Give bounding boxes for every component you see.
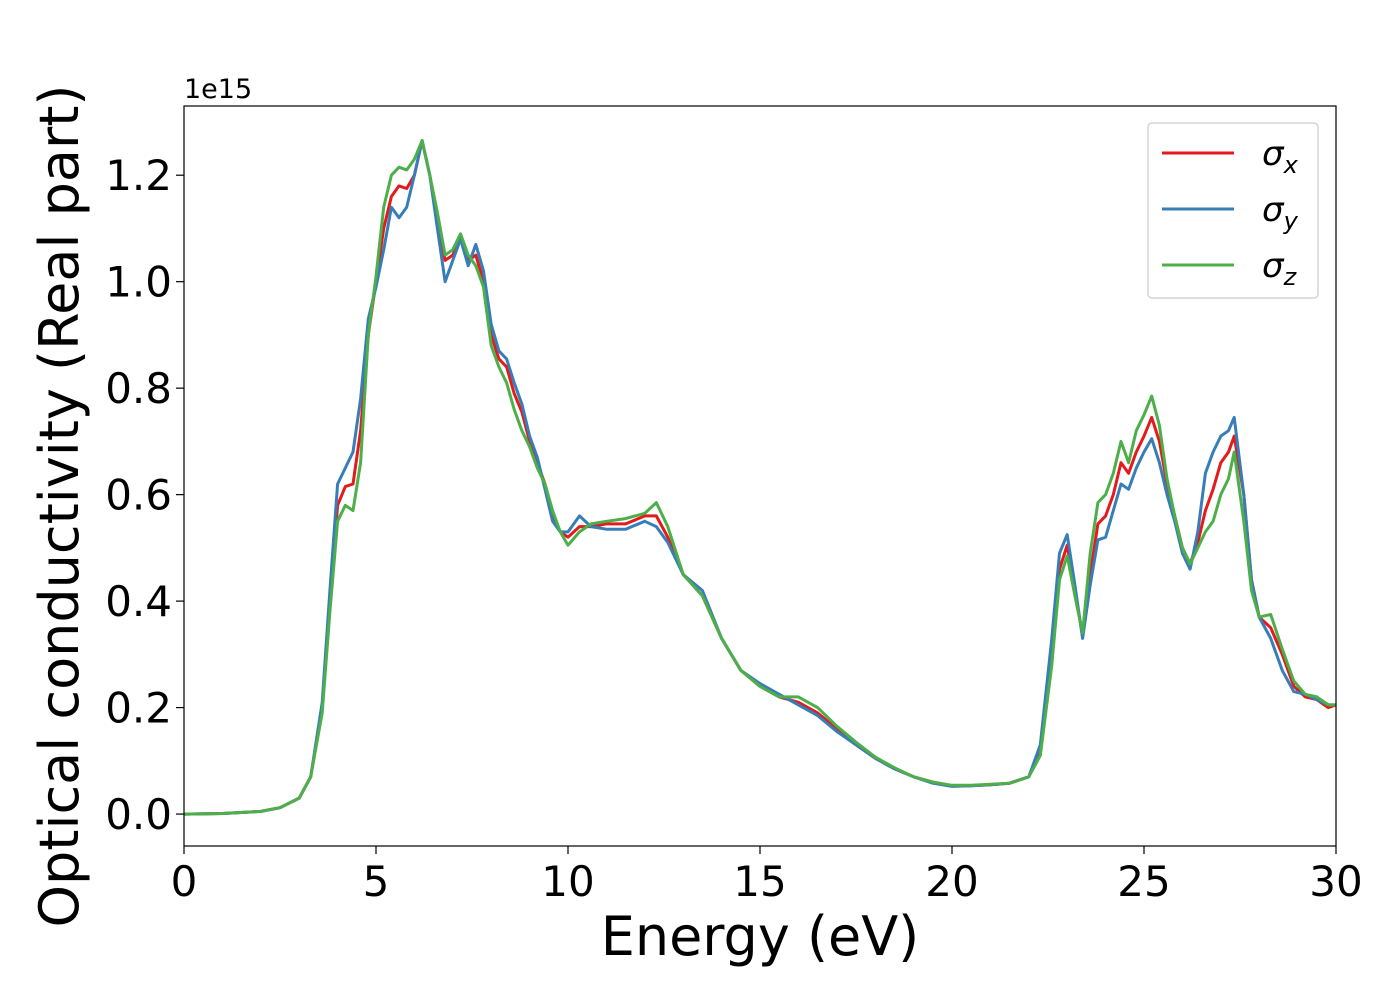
series-line-y xyxy=(184,139,1336,816)
legend-label-y: σy xyxy=(1262,190,1299,235)
legend-label-base: σ xyxy=(1262,134,1285,174)
y-tick-label: 1.0 xyxy=(105,258,172,307)
x-tick-label: 0 xyxy=(171,857,198,906)
y-tick-label: 1.2 xyxy=(105,151,172,200)
y-axis-label: Optical conductivity (Real part) xyxy=(28,85,91,928)
legend-label-subscript: z xyxy=(1283,263,1298,291)
y-tick-label: 0.4 xyxy=(105,577,172,626)
y-tick-label: 0.0 xyxy=(105,790,172,839)
legend-label-z: σz xyxy=(1262,246,1298,291)
x-axis-label: Energy (eV) xyxy=(601,905,920,968)
legend-label-x: σx xyxy=(1262,134,1299,179)
ticks-layer: 0 5 10 15 20 25 30 0.0 0.2 0.4 0.6 0.8 1.0 1.2 xyxy=(105,151,1363,906)
y-tick-label: 0.8 xyxy=(105,364,172,413)
legend-label-base: σ xyxy=(1262,190,1285,230)
legend-label-subscript: x xyxy=(1283,151,1299,179)
x-tick-label: 20 xyxy=(925,857,978,906)
y-tick-label: 0.6 xyxy=(105,471,172,520)
x-tick-label: 30 xyxy=(1309,857,1362,906)
plot-frame xyxy=(183,105,1337,847)
x-tick-label: 15 xyxy=(733,857,786,906)
series-layer xyxy=(184,139,1336,816)
series-line-z xyxy=(184,139,1336,816)
legend-label-base: σ xyxy=(1262,246,1285,286)
y-tick-label: 0.2 xyxy=(105,684,172,733)
x-tick-label: 5 xyxy=(363,857,390,906)
x-tick-label: 10 xyxy=(541,857,594,906)
y-offset-label: 1e15 xyxy=(184,74,252,105)
legend-label-subscript: y xyxy=(1283,207,1299,235)
x-tick-label: 25 xyxy=(1117,857,1170,906)
